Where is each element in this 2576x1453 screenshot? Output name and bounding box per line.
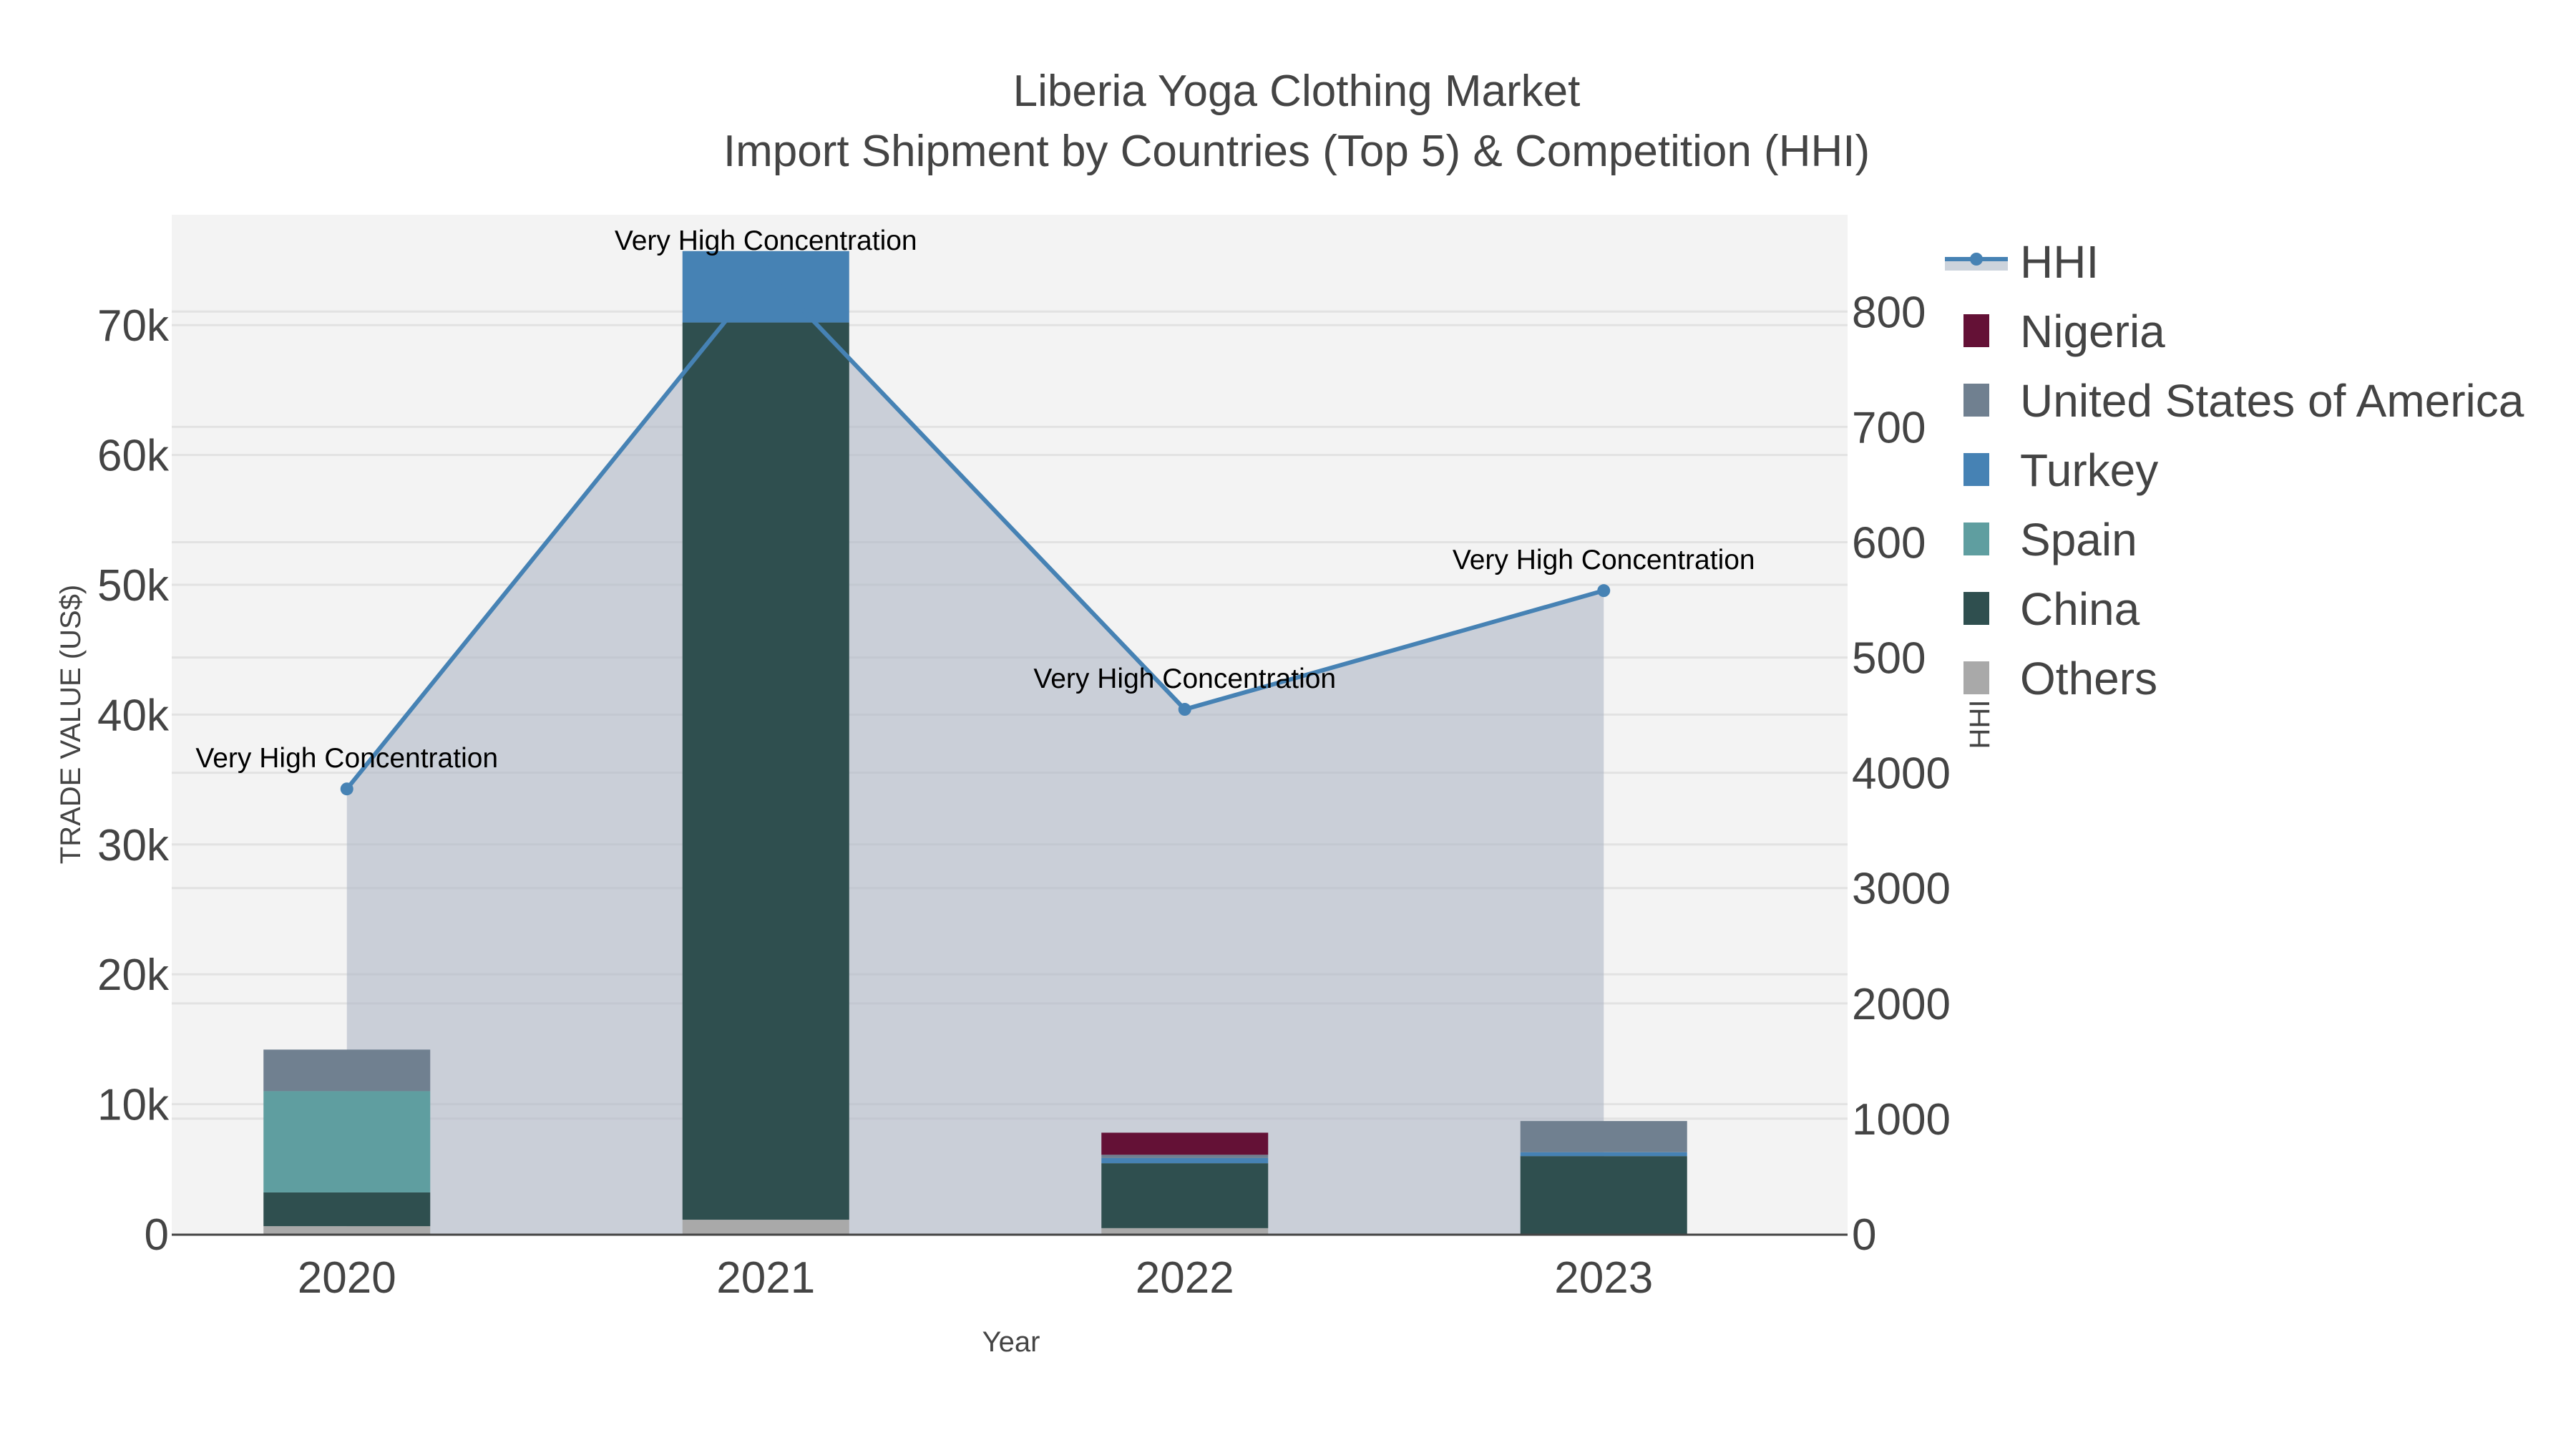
legend-swatch-icon bbox=[1963, 453, 1989, 486]
legend: HHI Nigeria United States of America Turkey… bbox=[1945, 236, 2524, 704]
bar-segment-nigeria[interactable] bbox=[1101, 1132, 1269, 1155]
y-right-tick: 0 bbox=[1852, 1210, 1876, 1260]
y-right-tick: 800 bbox=[1852, 288, 1926, 337]
y-left-tick: 30k bbox=[97, 821, 170, 870]
legend-item-hhi[interactable]: HHI bbox=[1945, 236, 2099, 288]
hhi-line bbox=[340, 264, 1611, 796]
legend-label: Spain bbox=[2020, 514, 2137, 565]
chart-title-line1: Liberia Yoga Clothing Market bbox=[1013, 67, 1581, 116]
bar-segment-turkey[interactable] bbox=[682, 251, 849, 323]
bar-segment-united-states-of-america[interactable] bbox=[263, 1049, 431, 1092]
x-tick-labels: 2020 2021 2022 2023 bbox=[298, 1253, 1653, 1303]
y-left-tick: 0 bbox=[145, 1210, 169, 1260]
legend-label: United States of America bbox=[2020, 375, 2524, 427]
y-right-tick: 1000 bbox=[1852, 1095, 1951, 1145]
bar-segment-united-states-of-america[interactable] bbox=[1101, 1155, 1269, 1158]
hhi-marker[interactable] bbox=[1178, 703, 1191, 716]
legend-swatch-icon bbox=[1963, 661, 1989, 694]
y-left-axis-title: TRADE VALUE (US$) bbox=[55, 585, 87, 864]
legend-label: Nigeria bbox=[2020, 306, 2165, 357]
y-right-tick: 3000 bbox=[1852, 865, 1951, 914]
bar-stack-2020 bbox=[263, 1049, 431, 1234]
bar-stack-2023 bbox=[1520, 1121, 1687, 1234]
bar-segment-others[interactable] bbox=[682, 1220, 849, 1234]
hhi-marker[interactable] bbox=[340, 782, 353, 796]
legend-swatch-icon bbox=[1963, 314, 1989, 347]
bar-segment-turkey[interactable] bbox=[1520, 1152, 1687, 1157]
bar-segment-china[interactable] bbox=[1520, 1156, 1687, 1234]
bar-segment-united-states-of-america[interactable] bbox=[1520, 1121, 1687, 1152]
x-tick: 2021 bbox=[716, 1253, 815, 1303]
legend-item-turkey[interactable]: Turkey bbox=[1963, 444, 2158, 496]
legend-label: Turkey bbox=[2020, 444, 2158, 496]
legend-swatch-icon bbox=[1963, 384, 1989, 417]
hhi-annotation: Very High Concentration bbox=[1033, 664, 1336, 694]
bar-stack-2022 bbox=[1101, 1132, 1269, 1234]
legend-item-others[interactable]: Others bbox=[1963, 653, 2157, 704]
y-right-tick: 700 bbox=[1852, 403, 1926, 452]
y-right-axis-title: HHI bbox=[1964, 700, 1996, 749]
hhi-marker[interactable] bbox=[759, 264, 773, 278]
y-right-tick-labels: 0 1000 2000 3000 4000 500 600 700 800 bbox=[1852, 288, 1951, 1260]
bar-segment-others[interactable] bbox=[1101, 1228, 1269, 1234]
y-left-tick: 50k bbox=[97, 561, 170, 611]
y-left-tick: 20k bbox=[97, 951, 170, 1000]
legend-label: Others bbox=[2020, 653, 2157, 704]
hhi-area bbox=[346, 271, 1604, 1234]
bar-stack-2021 bbox=[682, 251, 849, 1234]
hhi-marker[interactable] bbox=[1597, 584, 1611, 598]
legend-item-china[interactable]: China bbox=[1963, 583, 2140, 635]
bar-segment-china[interactable] bbox=[1101, 1163, 1269, 1228]
bar-segment-others[interactable] bbox=[263, 1226, 431, 1234]
hhi-line-path bbox=[345, 268, 1605, 791]
bar-segment-china[interactable] bbox=[682, 322, 849, 1220]
legend-item-united-states-of-america[interactable]: United States of America bbox=[1963, 375, 2524, 427]
x-axis-title: Year bbox=[982, 1326, 1040, 1358]
bar-segment-spain[interactable] bbox=[263, 1091, 431, 1192]
x-tick: 2020 bbox=[298, 1253, 396, 1303]
legend-item-nigeria[interactable]: Nigeria bbox=[1963, 306, 2165, 357]
y-right-tick: 2000 bbox=[1852, 980, 1951, 1029]
legend-marker-icon bbox=[1970, 253, 1983, 266]
hhi-annotation: Very High Concentration bbox=[615, 225, 917, 256]
chart-title-line2: Import Shipment by Countries (Top 5) & C… bbox=[723, 127, 1870, 176]
legend-item-spain[interactable]: Spain bbox=[1963, 514, 2137, 565]
x-tick: 2022 bbox=[1136, 1253, 1234, 1303]
bar-segment-china[interactable] bbox=[263, 1192, 431, 1227]
annotations: Very High Concentration Very High Concent… bbox=[195, 225, 1755, 774]
legend-swatch-icon bbox=[1963, 523, 1989, 555]
y-left-tick: 10k bbox=[97, 1081, 170, 1130]
y-right-tick: 4000 bbox=[1852, 749, 1951, 799]
stacked-bars bbox=[263, 251, 1687, 1234]
y-left-tick: 70k bbox=[97, 301, 170, 351]
legend-label: China bbox=[2020, 583, 2140, 635]
bar-segment-turkey[interactable] bbox=[1101, 1157, 1269, 1164]
y-right-tick: 600 bbox=[1852, 518, 1926, 568]
y-left-tick: 60k bbox=[97, 432, 170, 481]
x-tick: 2023 bbox=[1554, 1253, 1653, 1303]
legend-swatch-icon bbox=[1963, 592, 1989, 625]
y-right-tick: 500 bbox=[1852, 634, 1926, 684]
legend-label: HHI bbox=[2020, 236, 2099, 288]
hhi-annotation: Very High Concentration bbox=[1453, 545, 1755, 575]
hhi-annotation: Very High Concentration bbox=[195, 743, 498, 774]
hhi-area-fill bbox=[346, 271, 1604, 1234]
y-left-tick: 40k bbox=[97, 691, 170, 740]
y-left-tick-labels: 0 10k 20k 30k 40k 50k 60k 70k bbox=[97, 301, 170, 1260]
